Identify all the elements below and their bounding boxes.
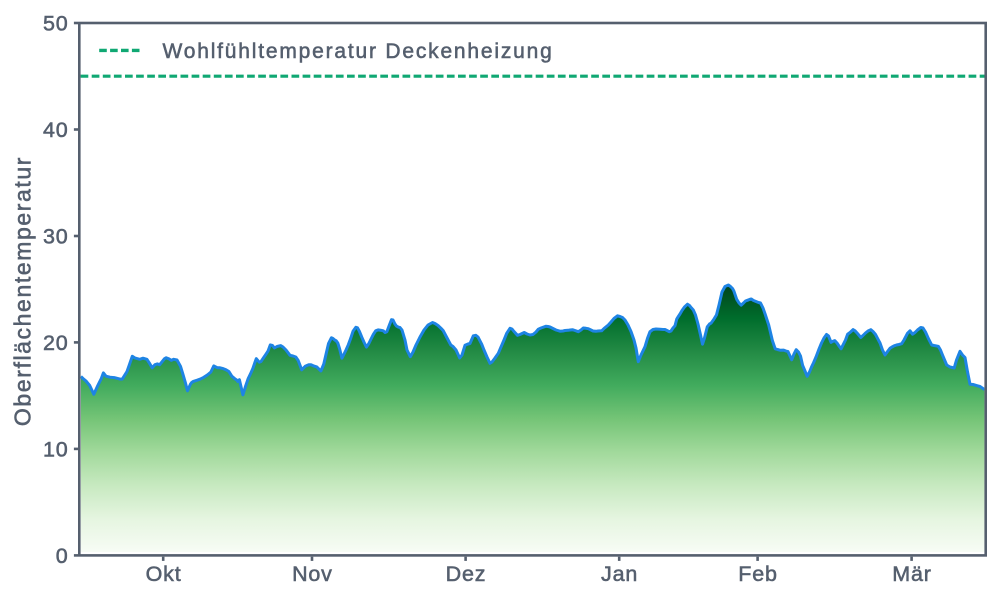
svg-text:Oberflächentemperatur: Oberflächentemperatur <box>10 156 36 426</box>
svg-text:30: 30 <box>43 225 69 249</box>
svg-text:Okt: Okt <box>146 562 182 586</box>
svg-text:50: 50 <box>43 12 69 36</box>
svg-text:10: 10 <box>43 437 69 461</box>
svg-text:Mär: Mär <box>892 562 931 586</box>
svg-text:0: 0 <box>56 544 69 568</box>
svg-text:Dez: Dez <box>446 562 487 586</box>
svg-text:Feb: Feb <box>738 562 777 586</box>
svg-text:Nov: Nov <box>292 562 333 586</box>
svg-text:20: 20 <box>43 331 69 355</box>
svg-text:Wohlfühltemperatur Deckenheizu: Wohlfühltemperatur Deckenheizung <box>163 40 554 63</box>
svg-text:40: 40 <box>43 118 69 142</box>
svg-text:Jan: Jan <box>601 562 638 586</box>
